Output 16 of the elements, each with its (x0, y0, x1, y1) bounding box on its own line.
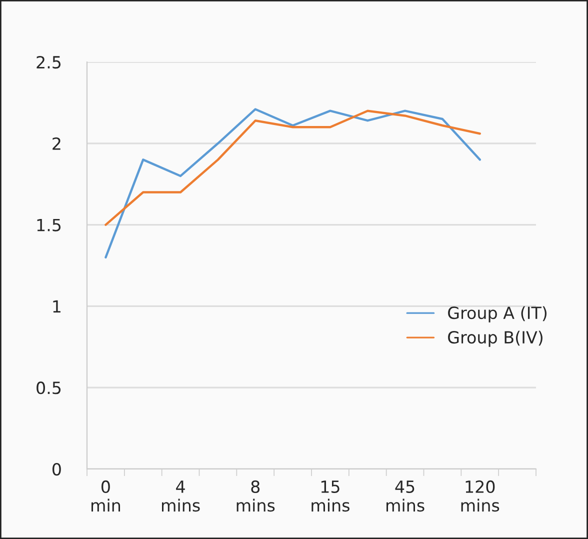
legend-label: Group A (IT) (448, 306, 547, 322)
x-tick-label: 45 mins (386, 480, 424, 512)
x-tick-label: 120 mins (461, 480, 500, 512)
y-tick-label: 2.5 (36, 56, 61, 69)
line-series (104, 108, 481, 258)
y-tick-label: 2 (52, 137, 60, 150)
legend-label: Group B(IV) (448, 330, 542, 347)
y-tick-label: 0 (52, 462, 61, 476)
line-series (104, 110, 481, 226)
y-tick-label: 0.5 (36, 382, 61, 394)
x-tick-label: 4 mins (162, 480, 200, 512)
x-tick-label: 15 mins (312, 480, 350, 512)
x-tick-label: 8 mins (236, 480, 275, 512)
y-tick-label: 1 (53, 300, 60, 313)
y-tick-label: 1.5 (37, 218, 61, 232)
x-tick-label: 0 min (92, 480, 120, 512)
